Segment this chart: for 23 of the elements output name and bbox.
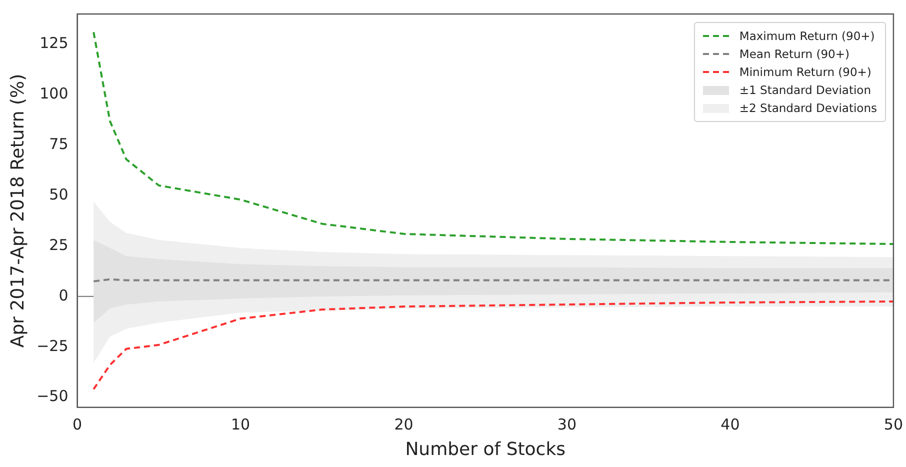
x-tick-label: 30	[557, 415, 577, 434]
y-tick-label: 50	[49, 185, 68, 204]
y-tick-label: 0	[58, 286, 68, 304]
y-tick-label: −50	[36, 387, 68, 406]
line-series	[92, 300, 894, 390]
y-tick-label: 75	[49, 135, 68, 154]
legend-label: ±2 Standard Deviations	[739, 101, 877, 115]
legend-label: Minimum Return (90+)	[739, 65, 872, 79]
x-axis-title: Number of Stocks	[405, 438, 566, 460]
x-tick-label: 0	[72, 415, 82, 434]
legend-label: Maximum Return (90+)	[739, 29, 875, 43]
y-tick-label: −25	[36, 336, 68, 355]
x-tick-label: 50	[884, 415, 904, 434]
legend-label: ±1 Standard Deviation	[739, 83, 871, 97]
legend-label: Mean Return (90+)	[739, 47, 850, 61]
line-series	[92, 31, 894, 245]
y-tick-label: 100	[40, 84, 68, 103]
x-tick-label: 10	[230, 415, 250, 434]
y-tick-label: 25	[49, 236, 68, 254]
x-tick-label: 40	[720, 415, 740, 434]
y-tick-label: 125	[40, 34, 68, 52]
x-tick-label: 20	[394, 415, 414, 434]
y-axis-title: Apr 2017-Apr 2018 Return (%)	[7, 74, 28, 348]
